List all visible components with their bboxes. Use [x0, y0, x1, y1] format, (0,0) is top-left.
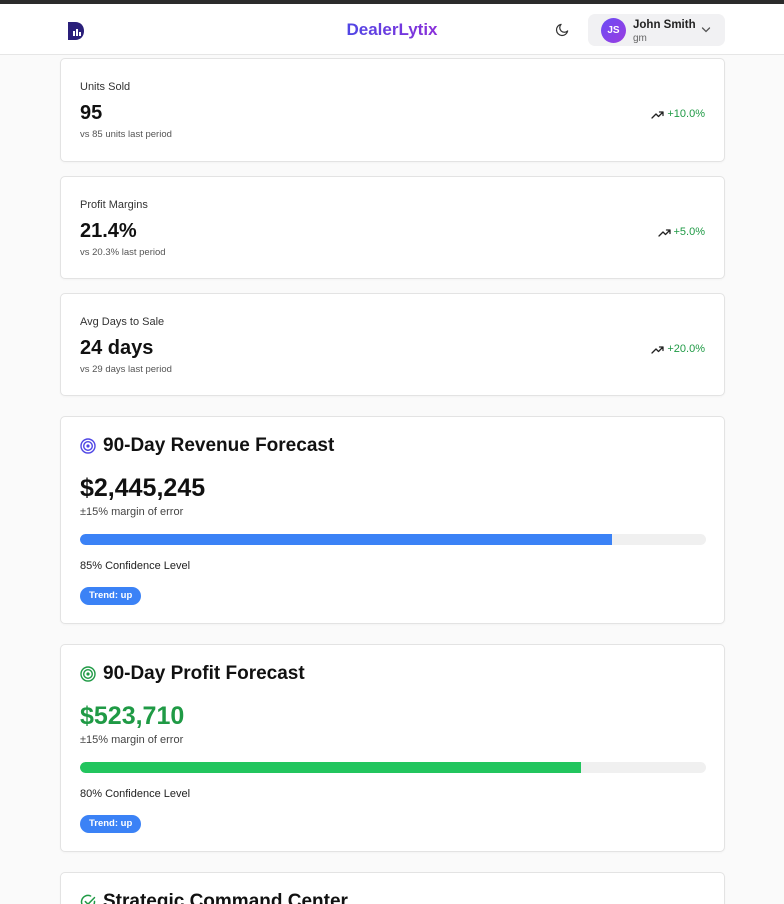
kpi-trend-value: +5.0% [673, 226, 706, 238]
target-icon [80, 438, 96, 454]
confidence-progress-fill [80, 762, 581, 773]
revenue-forecast-card: 90-Day Revenue Forecast $2,445,245 ±15% … [60, 416, 725, 624]
confidence-label: 80% Confidence Level [80, 788, 191, 800]
dealerlytix-logo-icon[interactable] [67, 21, 85, 41]
confidence-progress-bar [80, 534, 706, 545]
kpi-label: Units Sold [80, 81, 131, 93]
profit-forecast-card: 90-Day Profit Forecast $523,710 ±15% mar… [60, 644, 725, 852]
kpi-trend-value: +10.0% [667, 108, 705, 120]
confidence-progress-bar [80, 762, 706, 773]
kpi-card-units-sold: Units Sold 95 vs 85 units last period +1… [60, 58, 725, 162]
kpi-trend: +10.0% [651, 108, 705, 120]
confidence-label: 85% Confidence Level [80, 560, 191, 572]
user-role: gm [633, 33, 647, 44]
forecast-title: 90-Day Revenue Forecast [103, 435, 335, 456]
avatar: JS [601, 18, 626, 43]
forecast-value: $2,445,245 [80, 474, 206, 502]
kpi-value: 95 [80, 102, 103, 124]
kpi-card-profit-margins: Profit Margins 21.4% vs 20.3% last perio… [60, 176, 725, 279]
target-icon [80, 666, 96, 682]
window-top-border [0, 0, 784, 4]
forecast-title: 90-Day Profit Forecast [103, 663, 305, 684]
confidence-progress-fill [80, 534, 613, 545]
kpi-trend: +20.0% [651, 343, 705, 355]
trending-up-icon [657, 228, 671, 237]
trend-badge: Trend: up [80, 587, 142, 605]
kpi-trend: +5.0% [657, 226, 706, 238]
kpi-comparison: vs 20.3% last period [80, 247, 166, 258]
app-header: DealerLytix JS John Smith gm [0, 4, 784, 55]
trending-up-icon [651, 110, 665, 119]
kpi-card-avg-days-to-sale: Avg Days to Sale 24 days vs 29 days last… [60, 293, 725, 396]
moon-icon[interactable] [555, 22, 570, 37]
kpi-comparison: vs 29 days last period [80, 364, 172, 375]
section-title: Strategic Command Center [103, 891, 348, 904]
chevron-down-icon [701, 27, 711, 33]
forecast-margin: ±15% margin of error [80, 734, 184, 746]
strategic-command-center-card: Strategic Command Center [60, 872, 725, 904]
kpi-label: Profit Margins [80, 199, 148, 211]
trending-up-icon [651, 345, 665, 354]
forecast-margin: ±15% margin of error [80, 506, 184, 518]
user-menu-button[interactable]: JS John Smith gm [588, 14, 725, 46]
brand-title: DealerLytix [346, 20, 438, 39]
user-name: John Smith [633, 19, 696, 31]
trend-badge: Trend: up [80, 815, 142, 833]
forecast-value: $523,710 [80, 702, 185, 730]
check-circle-icon [80, 894, 96, 904]
kpi-label: Avg Days to Sale [80, 316, 165, 328]
kpi-comparison: vs 85 units last period [80, 129, 172, 140]
kpi-value: 24 days [80, 337, 154, 359]
kpi-value: 21.4% [80, 220, 137, 242]
kpi-trend-value: +20.0% [667, 343, 705, 355]
